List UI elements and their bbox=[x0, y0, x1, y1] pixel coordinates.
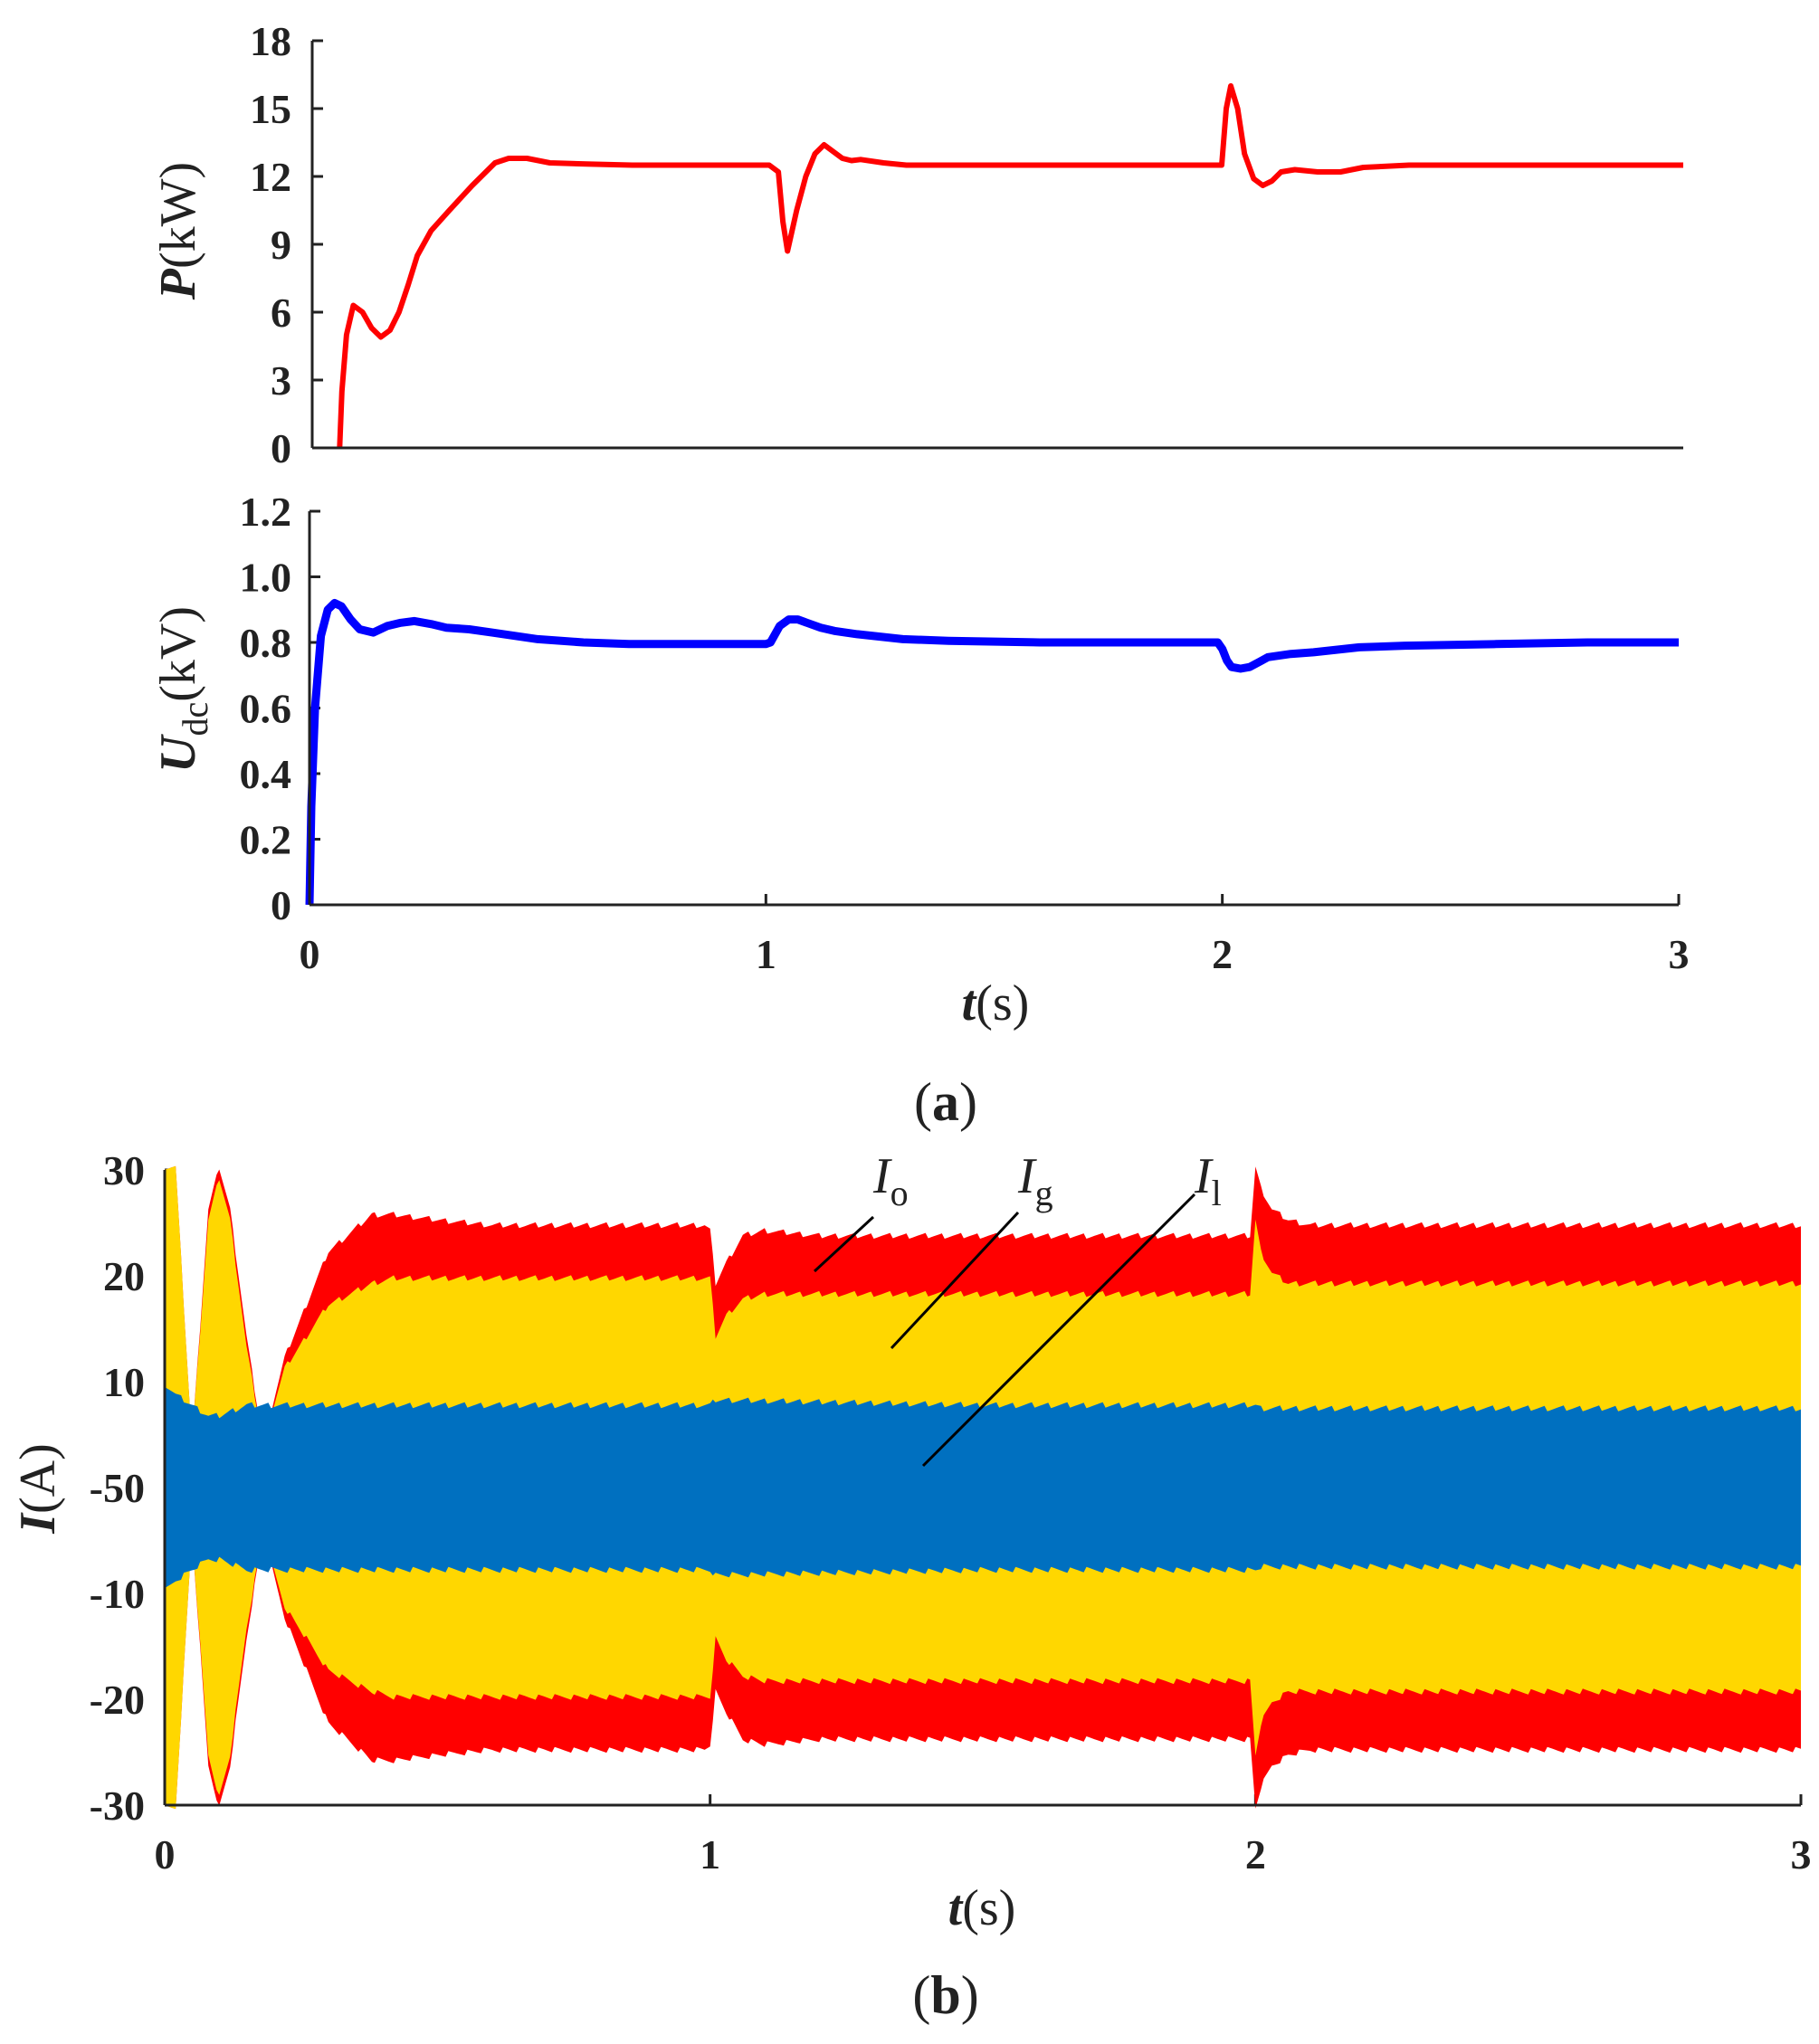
power-y-label: P(kW) bbox=[150, 162, 206, 300]
y-tick-label: 9 bbox=[271, 222, 291, 268]
io-pointer bbox=[813, 1215, 875, 1273]
udc-axes bbox=[308, 511, 1679, 907]
power-axes bbox=[310, 41, 1683, 450]
y-tick-label: 1.0 bbox=[240, 555, 292, 601]
caption-b: (b) bbox=[912, 1965, 978, 2025]
y-tick-label: 0.4 bbox=[240, 751, 292, 797]
caption-a: (a) bbox=[914, 1072, 977, 1132]
y-tick-label: 0.8 bbox=[240, 620, 292, 666]
current-chart: -30 -20 -10 -50 10 20 30 0 1 2 3 Io Ig Il I(A) t(… bbox=[10, 1147, 1812, 1936]
x-tick-label: 2 bbox=[1212, 931, 1233, 977]
ig-annotation: Ig bbox=[1017, 1148, 1053, 1213]
il-band bbox=[165, 1386, 1801, 1589]
y-tick-label: 20 bbox=[103, 1253, 145, 1299]
power-chart: 0 3 6 9 12 15 18 P(kW) bbox=[150, 18, 1683, 471]
power-y-ticks: 0 3 6 9 12 15 18 bbox=[250, 18, 323, 471]
y-tick-label: 12 bbox=[250, 154, 291, 200]
y-tick-label: 3 bbox=[271, 357, 291, 404]
y-tick-label: 30 bbox=[103, 1147, 145, 1193]
current-x-ticks: 0 1 2 3 bbox=[155, 1794, 1812, 1878]
x-tick-label: 3 bbox=[1669, 931, 1690, 977]
current-x-label: t(s) bbox=[948, 1880, 1016, 1936]
il-annotation: Il bbox=[1194, 1148, 1222, 1213]
x-tick-label: 2 bbox=[1245, 1831, 1266, 1878]
y-tick-label: -30 bbox=[90, 1783, 145, 1829]
y-tick-label: 0.6 bbox=[240, 686, 292, 732]
udc-x-ticks: 0 1 2 3 bbox=[300, 894, 1690, 977]
y-tick-label: 0.2 bbox=[240, 817, 292, 863]
y-tick-label: 6 bbox=[271, 290, 291, 336]
y-tick-label: 10 bbox=[103, 1359, 145, 1405]
udc-series-line bbox=[305, 599, 1679, 906]
x-tick-label: 0 bbox=[300, 931, 320, 977]
udc-x-label: t(s) bbox=[962, 975, 1030, 1032]
x-tick-label: 3 bbox=[1791, 1831, 1812, 1878]
io-annotation: Io bbox=[872, 1148, 909, 1213]
current-axes bbox=[163, 1170, 1801, 1807]
y-tick-label: 0 bbox=[271, 882, 291, 928]
y-tick-label: -10 bbox=[90, 1571, 145, 1617]
current-y-ticks: -30 -20 -10 -50 10 20 30 bbox=[90, 1147, 176, 1829]
y-tick-label: -20 bbox=[90, 1677, 145, 1723]
x-tick-label: 1 bbox=[756, 931, 776, 977]
udc-y-ticks: 0 0.2 0.4 0.6 0.8 1.0 1.2 bbox=[240, 489, 320, 928]
y-tick-label: 0 bbox=[271, 425, 291, 471]
power-series-line bbox=[337, 83, 1683, 449]
udc-y-label: Udc(kV) bbox=[150, 606, 215, 773]
current-y-label: I(A) bbox=[10, 1443, 66, 1535]
y-tick-label: -50 bbox=[90, 1465, 145, 1511]
udc-chart: 0 0.2 0.4 0.6 0.8 1.0 1.2 0 1 2 3 Udc(kV) t(s) bbox=[150, 489, 1690, 1032]
y-tick-label: 15 bbox=[250, 86, 291, 132]
y-tick-label: 18 bbox=[250, 18, 291, 64]
il-pointer bbox=[921, 1193, 1196, 1468]
x-tick-label: 1 bbox=[700, 1831, 720, 1878]
ig-pointer bbox=[890, 1211, 1020, 1350]
x-tick-label: 0 bbox=[155, 1831, 176, 1878]
y-tick-label: 1.2 bbox=[240, 489, 292, 535]
